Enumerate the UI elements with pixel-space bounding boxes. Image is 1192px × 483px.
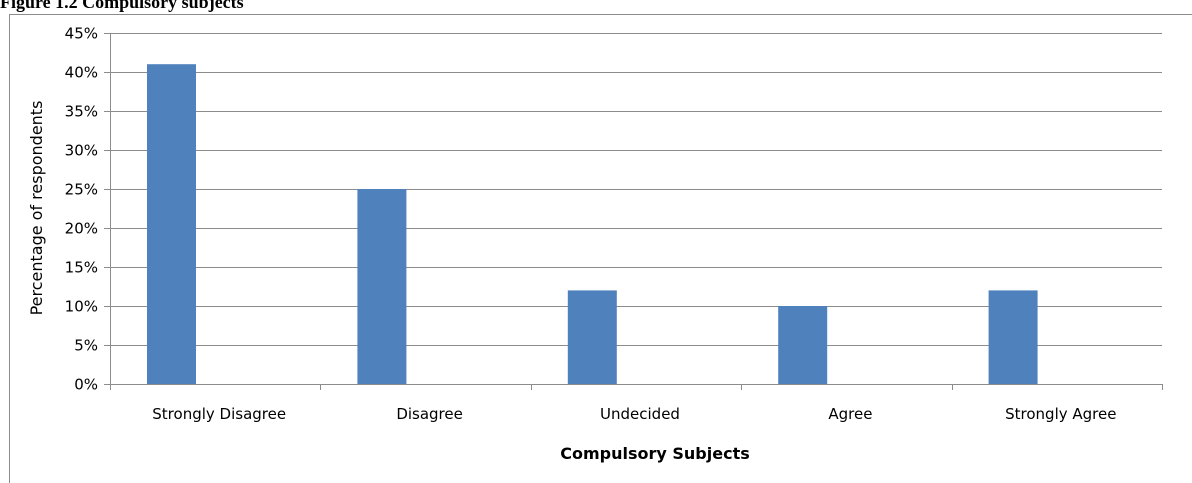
x-tick-label: Disagree <box>396 405 463 423</box>
gridlines <box>110 33 1162 346</box>
y-tick-label: 35% <box>65 103 98 121</box>
bar <box>988 290 1038 384</box>
y-tick-label: 5% <box>74 337 98 355</box>
bar <box>147 64 196 384</box>
bar <box>778 306 828 384</box>
y-tick-label: 45% <box>65 25 98 43</box>
y-tick-label: 15% <box>65 259 98 277</box>
chart-frame <box>9 14 1192 483</box>
y-tick-label: 20% <box>65 220 98 238</box>
y-tick-label: 0% <box>74 376 98 394</box>
x-tick-label: Undecided <box>600 405 680 423</box>
x-tick-label: Strongly Disagree <box>152 405 286 423</box>
bar <box>567 290 617 384</box>
bar <box>357 189 407 384</box>
y-tick-label: 25% <box>65 181 98 199</box>
axes <box>104 33 1163 390</box>
figure-caption: Figure 1.2 Compulsory subjects <box>0 0 244 12</box>
y-tick-labels: 0% 5% 10% 15% 20% 25% 30% 35% 40% 45% <box>65 25 98 394</box>
bars <box>147 64 1038 384</box>
x-tick-label: Agree <box>828 405 872 423</box>
x-tick-labels: Strongly Disagree Disagree Undecided Agree S… <box>152 405 1116 423</box>
y-tick-label: 30% <box>65 142 98 160</box>
y-tick-label: 10% <box>65 298 98 316</box>
x-tick-label: Strongly Agree <box>1005 405 1116 423</box>
y-tick-label: 40% <box>65 64 98 82</box>
x-axis-label: Compulsory Subjects <box>560 444 750 463</box>
y-axis-label: Percentage of respondents <box>27 101 46 316</box>
